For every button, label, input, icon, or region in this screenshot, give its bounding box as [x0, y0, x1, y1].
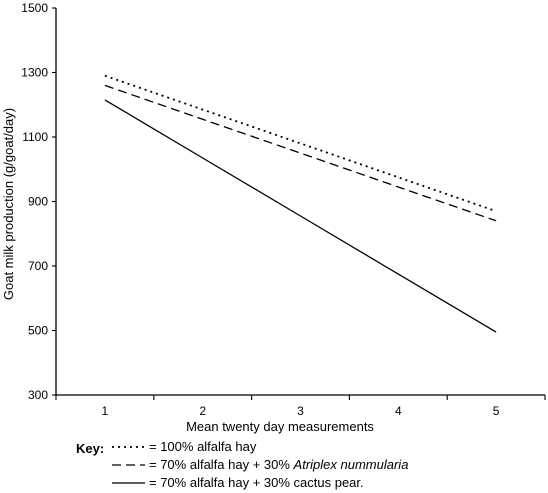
ticks: 300 500 700 900 1100 1300 1500 1 2 3 4 5 [21, 1, 546, 418]
y-axis-title: Goat milk production (g/goat/day) [1, 108, 16, 300]
legend: Key: = 100% alfalfa hay = 70% alfalfa hay … [76, 439, 408, 490]
axes [55, 8, 545, 396]
legend-label-text: = 70% alfalfa hay + 30% [149, 457, 294, 472]
y-tick-label: 500 [28, 324, 48, 338]
series-line-3 [104, 99, 497, 333]
series-line-2 [104, 84, 497, 222]
x-axis-title: Mean twenty day measurements [186, 419, 374, 434]
legend-label-3: = 70% alfalfa hay + 30% cactus pear. [149, 475, 364, 490]
legend-label-text: = 70% alfalfa hay + 30% cactus pear. [149, 475, 364, 490]
y-tick-label: 900 [28, 195, 48, 209]
y-tick-label: 700 [28, 259, 48, 273]
y-tick-label: 1500 [21, 1, 48, 15]
y-tick-label: 1100 [22, 130, 48, 144]
series-lines [104, 74, 497, 333]
y-tick-label: 300 [28, 388, 48, 402]
legend-label-1: = 100% alfalfa hay [149, 439, 257, 454]
x-tick-label: 5 [493, 404, 500, 418]
legend-title: Key: [76, 441, 104, 456]
legend-label-italic: Atriplex nummularia [293, 457, 409, 472]
series-line-1 [104, 74, 497, 213]
legend-label-2: = 70% alfalfa hay + 30% Atriplex nummula… [149, 457, 408, 472]
x-tick-label: 1 [102, 404, 109, 418]
y-tick-label: 1300 [21, 66, 48, 80]
legend-label-text: = 100% alfalfa hay [149, 439, 257, 454]
x-tick-label: 4 [395, 404, 402, 418]
x-tick-label: 2 [199, 404, 206, 418]
x-tick-label: 3 [297, 404, 304, 418]
